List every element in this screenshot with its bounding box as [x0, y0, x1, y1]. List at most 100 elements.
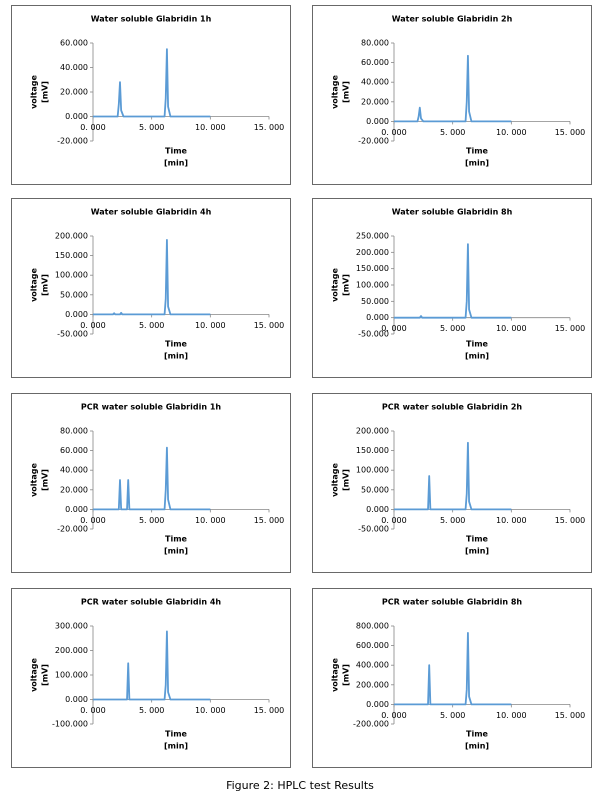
chart-panel: Water soluble Glabridin 8h -50.000 0.000 50… — [312, 198, 592, 378]
y-tick-label: 60.000 — [60, 446, 88, 455]
y-tick-label: 150.000 — [356, 264, 389, 273]
y-axis-label: voltage — [331, 268, 340, 302]
chart-panel: Water soluble Glabridin 2h -20.000 0.000 20… — [312, 5, 592, 185]
y-tick-label: -20.000 — [57, 525, 88, 534]
x-tick-label: 15. 000 — [555, 128, 586, 137]
x-tick-label: 15. 000 — [254, 321, 285, 330]
x-tick-label: 0. 000 — [381, 128, 406, 137]
x-axis-unit: [min] — [465, 352, 489, 361]
y-tick-label: 40.000 — [60, 63, 88, 72]
x-axis-label: Time — [466, 535, 489, 544]
chart-panel: Water soluble Glabridin 1h -20.000 0.000 20… — [11, 5, 291, 185]
chart-title: Water soluble Glabridin 4h — [91, 208, 212, 217]
y-tick-label: 100.000 — [356, 466, 389, 475]
y-axis-unit: [mV] — [342, 664, 351, 686]
panel-border — [312, 393, 592, 573]
y-axis-unit: [mV] — [342, 81, 351, 103]
y-tick-label: 200.000 — [356, 248, 389, 257]
x-axis-unit: [min] — [164, 352, 188, 361]
panel-border — [11, 393, 291, 573]
y-tick-label: 0.000 — [366, 700, 389, 709]
y-tick-label: 80.000 — [361, 39, 389, 48]
chart-title: Water soluble Glabridin 2h — [392, 15, 513, 24]
data-line — [93, 48, 211, 118]
y-axis-unit: [mV] — [41, 469, 50, 491]
y-tick-label: 300.000 — [55, 622, 88, 631]
y-tick-label: 100.000 — [55, 271, 88, 280]
chart-panel: PCR water soluble Glabridin 8h-200.0000.… — [312, 588, 592, 768]
y-axis-label: voltage — [30, 463, 39, 497]
panel-border — [312, 588, 592, 768]
y-tick-label: 0.000 — [65, 505, 88, 514]
data-line — [93, 630, 211, 701]
y-tick-label: 60.000 — [361, 58, 389, 67]
y-tick-label: 0.000 — [366, 313, 389, 322]
x-axis-unit: [min] — [164, 742, 188, 751]
y-tick-label: 600.000 — [356, 641, 389, 650]
y-tick-label: 50.000 — [361, 297, 389, 306]
x-tick-label: 15. 000 — [555, 516, 586, 525]
y-tick-label: 200.000 — [55, 646, 88, 655]
x-axis-label: Time — [165, 147, 188, 156]
x-tick-label: 15. 000 — [254, 123, 285, 132]
y-tick-label: -20.000 — [57, 137, 88, 146]
y-tick-label: 200.000 — [356, 680, 389, 689]
y-tick-label: -50.000 — [358, 525, 389, 534]
x-tick-label: 10. 000 — [195, 516, 226, 525]
y-tick-label: 60.000 — [60, 39, 88, 48]
x-axis-label: Time — [165, 535, 188, 544]
x-tick-label: 0. 000 — [381, 516, 406, 525]
y-axis-label: voltage — [30, 75, 39, 109]
x-tick-label: 0. 000 — [381, 711, 406, 720]
x-axis-unit: [min] — [465, 742, 489, 751]
y-tick-label: 50.000 — [60, 290, 88, 299]
y-tick-label: 80.000 — [60, 427, 88, 436]
data-line — [394, 243, 512, 319]
y-axis-label: voltage — [30, 658, 39, 692]
chart-title: PCR water soluble Glabridin 2h — [382, 403, 522, 412]
y-tick-label: 200.000 — [356, 427, 389, 436]
x-tick-label: 0. 000 — [80, 706, 105, 715]
y-tick-label: -50.000 — [57, 330, 88, 339]
y-axis-unit: [mV] — [41, 81, 50, 103]
y-axis-label: voltage — [30, 268, 39, 302]
x-tick-label: 15. 000 — [254, 706, 285, 715]
x-tick-label: 10. 000 — [195, 123, 226, 132]
panel-border — [312, 5, 592, 185]
y-tick-label: 0.000 — [366, 505, 389, 514]
data-line — [93, 446, 211, 511]
y-tick-label: 0.000 — [65, 695, 88, 704]
x-tick-label: 5. 000 — [440, 324, 465, 333]
chart-title: PCR water soluble Glabridin 8h — [382, 598, 522, 607]
y-tick-label: -50.000 — [358, 330, 389, 339]
x-tick-label: 5. 000 — [139, 706, 164, 715]
panel-border — [11, 5, 291, 185]
y-tick-label: -20.000 — [358, 137, 389, 146]
x-tick-label: 10. 000 — [195, 706, 226, 715]
x-tick-label: 15. 000 — [555, 711, 586, 720]
x-tick-label: 10. 000 — [496, 516, 527, 525]
y-tick-label: 20.000 — [60, 88, 88, 97]
chart-panel: PCR water soluble Glabridin 1h -20.000 0.0… — [11, 393, 291, 573]
chart-panel: Water soluble Glabridin 4h -50.000 0.000 50… — [11, 198, 291, 378]
y-tick-label: 20.000 — [361, 97, 389, 106]
y-tick-label: -200.000 — [353, 720, 389, 729]
x-axis-unit: [min] — [164, 547, 188, 556]
y-tick-label: 150.000 — [55, 251, 88, 260]
chart-title: Water soluble Glabridin 8h — [392, 208, 513, 217]
y-axis-label: voltage — [331, 463, 340, 497]
x-axis-label: Time — [466, 340, 489, 349]
y-tick-label: 0.000 — [366, 117, 389, 126]
y-axis-unit: [mV] — [342, 274, 351, 296]
y-axis-label: voltage — [331, 75, 340, 109]
x-tick-label: 5. 000 — [440, 516, 465, 525]
x-tick-label: 0. 000 — [80, 516, 105, 525]
x-tick-label: 10. 000 — [195, 321, 226, 330]
y-tick-label: 100.000 — [55, 671, 88, 680]
y-axis-unit: [mV] — [342, 469, 351, 491]
data-line — [394, 441, 512, 511]
y-tick-label: 800.000 — [356, 622, 389, 631]
y-tick-label: 400.000 — [356, 661, 389, 670]
y-tick-label: 0.000 — [65, 112, 88, 121]
y-tick-label: 40.000 — [60, 466, 88, 475]
